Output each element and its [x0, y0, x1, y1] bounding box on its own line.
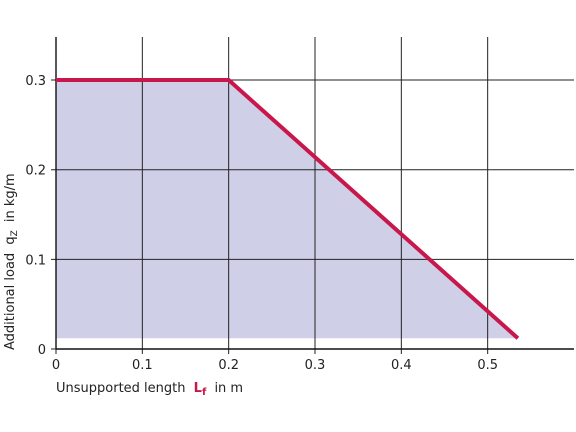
y-label-text: Additional load — [3, 253, 18, 350]
y-label-subscript: Z — [10, 230, 20, 236]
x-label-subscript: f — [202, 387, 207, 398]
y-tick-label: 0 — [38, 343, 46, 358]
y-axis-label: Additional load qZ in kg/m — [3, 173, 21, 350]
area-fill — [56, 80, 518, 339]
y-label-symbol: q — [3, 236, 18, 244]
x-tick-label: 0.2 — [218, 358, 239, 373]
x-tick-label: 0.1 — [132, 358, 153, 373]
x-tick-label: 0.4 — [391, 358, 412, 373]
y-tick-label: 0.3 — [25, 74, 46, 89]
y-tick-label: 0.2 — [25, 164, 46, 179]
x-axis-label: Unsupported length Lf in m — [56, 381, 243, 399]
x-label-symbol: L — [194, 381, 202, 396]
x-tick-label: 0.3 — [305, 358, 326, 373]
data-line — [56, 78, 520, 340]
y-label-unit: in kg/m — [3, 173, 18, 222]
y-tick-label: 0.1 — [25, 253, 46, 268]
x-tick-label: 0.5 — [477, 358, 498, 373]
x-label-unit: in m — [214, 381, 243, 396]
x-label-text: Unsupported length — [56, 381, 186, 396]
x-tick-label: 0 — [52, 358, 60, 373]
